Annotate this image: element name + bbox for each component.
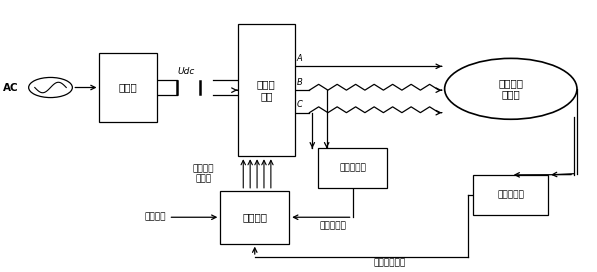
Text: B: B xyxy=(297,78,303,87)
Text: 相电流信号: 相电流信号 xyxy=(320,221,347,230)
Text: 位置传感器: 位置传感器 xyxy=(497,190,524,199)
Text: 整流器: 整流器 xyxy=(119,82,137,92)
Text: AC: AC xyxy=(2,82,19,92)
Bar xyxy=(220,191,290,244)
Text: 速度指令: 速度指令 xyxy=(144,213,165,222)
Bar xyxy=(473,175,548,215)
Text: 电流传感器: 电流传感器 xyxy=(339,164,366,173)
Bar xyxy=(318,149,387,188)
Text: 变换器控
制信号: 变换器控 制信号 xyxy=(193,164,214,183)
Text: A: A xyxy=(297,54,303,63)
Text: C: C xyxy=(297,100,303,110)
Text: 无刷直流
电动机: 无刷直流 电动机 xyxy=(498,78,524,100)
Text: 功率变
换器: 功率变 换器 xyxy=(257,79,276,101)
Bar xyxy=(238,24,295,156)
Text: Udc: Udc xyxy=(177,67,195,76)
Text: 控制单元: 控制单元 xyxy=(242,212,267,222)
Bar xyxy=(100,53,157,122)
Text: 转子位置信息: 转子位置信息 xyxy=(374,258,406,267)
